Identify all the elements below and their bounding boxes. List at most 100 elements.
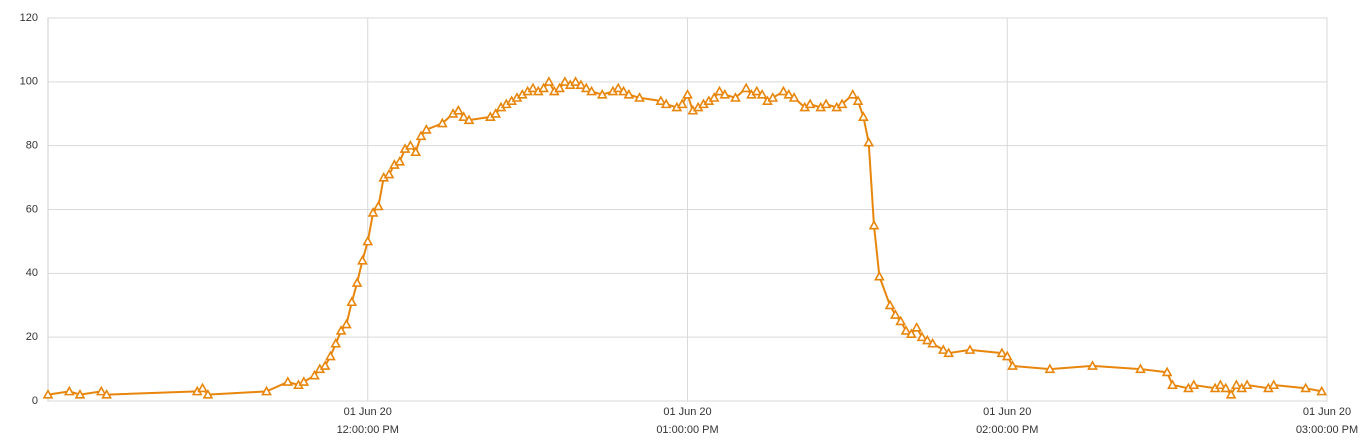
y-tick-label: 80 bbox=[26, 140, 38, 152]
data-point bbox=[452, 104, 464, 115]
x-tick-label: 02:00:00 PM bbox=[976, 424, 1038, 436]
data-point bbox=[383, 168, 395, 179]
data-point bbox=[927, 337, 939, 348]
y-tick-label: 60 bbox=[26, 203, 38, 215]
data-point bbox=[394, 155, 406, 166]
x-tick-label: 12:00:00 PM bbox=[337, 424, 399, 436]
data-point bbox=[1087, 360, 1098, 370]
data-point bbox=[740, 82, 752, 93]
data-point bbox=[905, 328, 917, 338]
data-point bbox=[282, 376, 294, 386]
data-point bbox=[436, 117, 448, 128]
data-point bbox=[852, 95, 864, 105]
data-point bbox=[95, 385, 107, 396]
data-point bbox=[490, 108, 502, 118]
data-point bbox=[655, 95, 667, 105]
data-point bbox=[1001, 350, 1013, 361]
data-point bbox=[74, 388, 86, 399]
data-point bbox=[63, 385, 75, 396]
data-point bbox=[559, 76, 571, 86]
data-point bbox=[873, 270, 885, 281]
y-tick-label: 20 bbox=[26, 331, 38, 343]
data-point bbox=[527, 82, 539, 93]
data-point bbox=[916, 331, 928, 342]
data-point bbox=[1268, 379, 1280, 390]
data-point bbox=[309, 369, 320, 380]
data-point bbox=[346, 296, 358, 307]
data-point bbox=[570, 76, 581, 86]
data-point bbox=[596, 88, 608, 99]
data-point bbox=[421, 124, 432, 134]
x-tick-label: 01:00:00 PM bbox=[656, 424, 718, 436]
data-point bbox=[351, 277, 363, 287]
data-point bbox=[778, 85, 789, 96]
data-point bbox=[889, 309, 901, 319]
data-point bbox=[618, 85, 629, 96]
data-point bbox=[820, 98, 832, 109]
data-point bbox=[463, 114, 475, 125]
data-point bbox=[900, 325, 912, 335]
data-point bbox=[788, 92, 800, 102]
data-point bbox=[586, 85, 597, 96]
data-point bbox=[1135, 363, 1146, 374]
data-point bbox=[911, 321, 923, 332]
data-point bbox=[330, 337, 342, 348]
data-point bbox=[708, 92, 720, 102]
x-tick-label: 01 Jun 20 bbox=[1303, 406, 1351, 418]
data-point bbox=[996, 347, 1008, 358]
data-point bbox=[804, 98, 816, 109]
data-point bbox=[756, 88, 768, 99]
y-tick-label: 100 bbox=[20, 76, 38, 88]
data-point bbox=[1300, 382, 1312, 393]
data-point bbox=[1007, 360, 1018, 370]
data-point bbox=[405, 140, 416, 150]
data-point bbox=[714, 85, 725, 96]
data-point bbox=[575, 79, 587, 90]
data-point bbox=[1225, 388, 1237, 399]
x-tick-label: 01 Jun 20 bbox=[344, 406, 392, 418]
data-point bbox=[415, 130, 427, 141]
data-point bbox=[357, 254, 368, 265]
data-point bbox=[660, 98, 672, 109]
data-point bbox=[362, 235, 374, 246]
data-point bbox=[863, 136, 875, 147]
data-point bbox=[1231, 379, 1242, 390]
y-tick-label: 120 bbox=[20, 12, 38, 24]
y-tick-label: 0 bbox=[32, 395, 38, 407]
data-point bbox=[751, 85, 763, 96]
data-point bbox=[868, 219, 880, 230]
data-point bbox=[202, 388, 214, 399]
data-point bbox=[937, 344, 949, 354]
data-point bbox=[884, 299, 896, 310]
data-point bbox=[623, 88, 635, 99]
data-point bbox=[783, 88, 795, 99]
data-point bbox=[335, 325, 347, 335]
data-point bbox=[634, 92, 645, 102]
data-point bbox=[1215, 379, 1226, 390]
data-point bbox=[1161, 366, 1173, 377]
x-tick-label: 03:00:00 PM bbox=[1296, 424, 1358, 436]
data-point bbox=[101, 388, 112, 399]
data-line bbox=[47, 80, 1322, 397]
x-tick-label: 01 Jun 20 bbox=[983, 406, 1031, 418]
data-point bbox=[538, 82, 549, 93]
data-point bbox=[767, 92, 779, 102]
data-point bbox=[42, 388, 54, 399]
data-point bbox=[858, 111, 869, 121]
data-point bbox=[298, 376, 310, 386]
data-point bbox=[612, 82, 624, 93]
data-point bbox=[341, 318, 352, 329]
data-point bbox=[543, 76, 555, 86]
data-point bbox=[580, 82, 592, 93]
data-point bbox=[921, 334, 933, 345]
data-point bbox=[895, 315, 907, 326]
data-point bbox=[1167, 379, 1178, 390]
data-point bbox=[325, 350, 336, 361]
data-point bbox=[964, 344, 976, 354]
data-point bbox=[554, 82, 565, 93]
data-point bbox=[1044, 363, 1056, 374]
data-point bbox=[943, 347, 954, 358]
data-point bbox=[373, 200, 384, 211]
data-point bbox=[261, 385, 272, 396]
